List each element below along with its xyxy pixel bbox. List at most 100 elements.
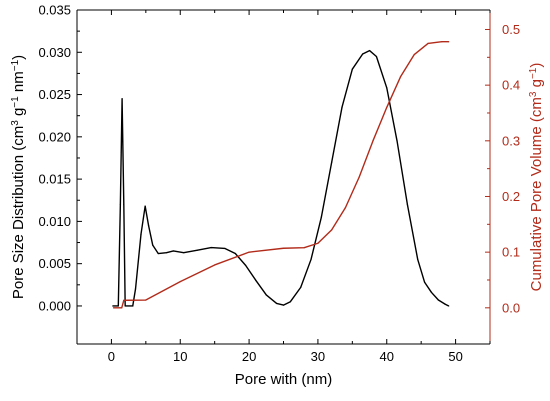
cumulative-point <box>344 207 347 209</box>
y-right-axis-title-mid1: g <box>528 79 545 92</box>
x-tick-label: 0 <box>108 349 115 364</box>
cumulative-point <box>386 106 388 109</box>
psd-point <box>234 252 236 255</box>
psd-point <box>183 252 185 254</box>
y-left-tick-label: 0.005 <box>38 256 71 271</box>
psd-point <box>196 249 199 251</box>
psd-point <box>386 87 388 89</box>
cumulative-pore-volume-line <box>113 41 449 309</box>
y-right-axis-title-end: ) <box>528 63 545 68</box>
psd-point <box>245 264 247 266</box>
cumulative-point <box>448 41 450 43</box>
y-left-axis-title-mid2: nm <box>10 71 27 96</box>
cumulative-point <box>441 41 443 43</box>
cumulative-point <box>358 176 360 178</box>
psd-point <box>331 161 333 163</box>
x-tick-label: 40 <box>380 349 394 364</box>
cumulative-point <box>372 140 374 142</box>
y-left-axis-title-sup2: −1 <box>10 96 21 108</box>
cumulative-point <box>413 53 415 56</box>
x-tick-label: 30 <box>311 349 325 364</box>
y-left-tick-label: 0.000 <box>38 298 71 313</box>
psd-point <box>255 279 257 282</box>
psd-point <box>310 258 312 261</box>
psd-point <box>282 304 285 306</box>
psd-point <box>123 203 125 206</box>
psd-point <box>132 305 134 307</box>
cumulative-point <box>121 307 123 309</box>
psd-point <box>424 281 426 283</box>
y-right-tick-label: 0.4 <box>502 78 520 93</box>
psd-point <box>341 106 343 108</box>
cumulative-point <box>145 299 147 301</box>
cumulative-point <box>399 76 402 78</box>
y-right-axis-title-sup1: 3 <box>528 91 539 97</box>
psd-point <box>147 225 150 227</box>
y-left-tick-label: 0.035 <box>38 3 71 18</box>
cumulative-point <box>214 264 216 266</box>
y-left-tick-label: 0.025 <box>38 87 71 102</box>
psd-point <box>375 55 378 58</box>
psd-point <box>119 203 121 206</box>
psd-point <box>157 252 159 255</box>
cumulative-point <box>317 242 319 244</box>
psd-point <box>112 305 114 307</box>
psd-point <box>351 68 353 70</box>
y-right-tick-label: 0.0 <box>502 300 520 315</box>
cumulative-point <box>112 307 115 309</box>
series-layer <box>112 41 450 309</box>
y-left-axis-title-sup3: −1 <box>10 59 21 71</box>
psd-point <box>289 301 291 303</box>
cumulative-point <box>248 251 250 253</box>
psd-point <box>224 247 226 250</box>
psd-point <box>444 303 446 305</box>
y-right-axis-title-sup2: −1 <box>528 67 539 79</box>
y-right-tick-label: 0.2 <box>502 189 520 204</box>
y-left-tick-label: 0.020 <box>38 129 71 144</box>
cumulative-point <box>303 247 305 249</box>
psd-point <box>417 258 419 261</box>
psd-point <box>134 288 137 290</box>
y-left-tick-label: 0.010 <box>38 214 71 229</box>
psd-point <box>172 250 174 252</box>
psd-point <box>121 98 123 100</box>
psd-point <box>117 305 119 307</box>
cumulative-point <box>123 299 125 301</box>
psd-point <box>210 247 212 249</box>
pore-size-distribution-line <box>112 49 450 307</box>
cumulative-point <box>427 42 429 45</box>
x-tick-label: 20 <box>242 349 256 364</box>
x-tick-label: 10 <box>173 349 187 364</box>
psd-point <box>437 299 439 301</box>
psd-point <box>362 53 364 55</box>
cumulative-point <box>331 229 333 231</box>
psd-point <box>320 216 322 218</box>
y-right-axis-title-main: Cumulative Pore Volume (cm <box>528 97 545 291</box>
y-left-axis-title-mid1: g <box>10 108 27 121</box>
y-left-tick-label: 0.030 <box>38 45 71 60</box>
labels: 0 10 20 30 40 50 0.000 0.005 0.010 0.015 0.020 0.02… <box>10 3 546 389</box>
x-tick-label: 50 <box>448 349 462 364</box>
y-left-axis-title-end: ) <box>10 55 27 60</box>
y-left-axis-title-main: Pore Size Distribution (cm <box>10 126 27 299</box>
x-axis-title: Pore with (nm) <box>235 371 333 388</box>
psd-point <box>124 305 126 307</box>
psd-point <box>430 291 433 294</box>
psd-point <box>276 302 278 305</box>
y-right-tick-label: 0.5 <box>502 22 520 37</box>
y-right-tick-label: 0.1 <box>502 245 520 260</box>
cumulative-point <box>179 281 181 283</box>
y-right-tick-label: 0.3 <box>502 133 520 148</box>
y-left-tick-label: 0.015 <box>38 172 71 187</box>
psd-point <box>144 205 146 207</box>
psd-point <box>265 294 267 296</box>
cumulative-point <box>282 247 285 249</box>
psd-point <box>152 244 154 246</box>
y-left-axis-title: Pore Size Distribution (cm3 g−1 nm−1) <box>10 55 28 299</box>
psd-point <box>396 140 398 142</box>
psd-point <box>368 49 371 52</box>
axes <box>76 9 491 345</box>
psd-point <box>448 305 450 307</box>
psd-point <box>406 203 408 206</box>
